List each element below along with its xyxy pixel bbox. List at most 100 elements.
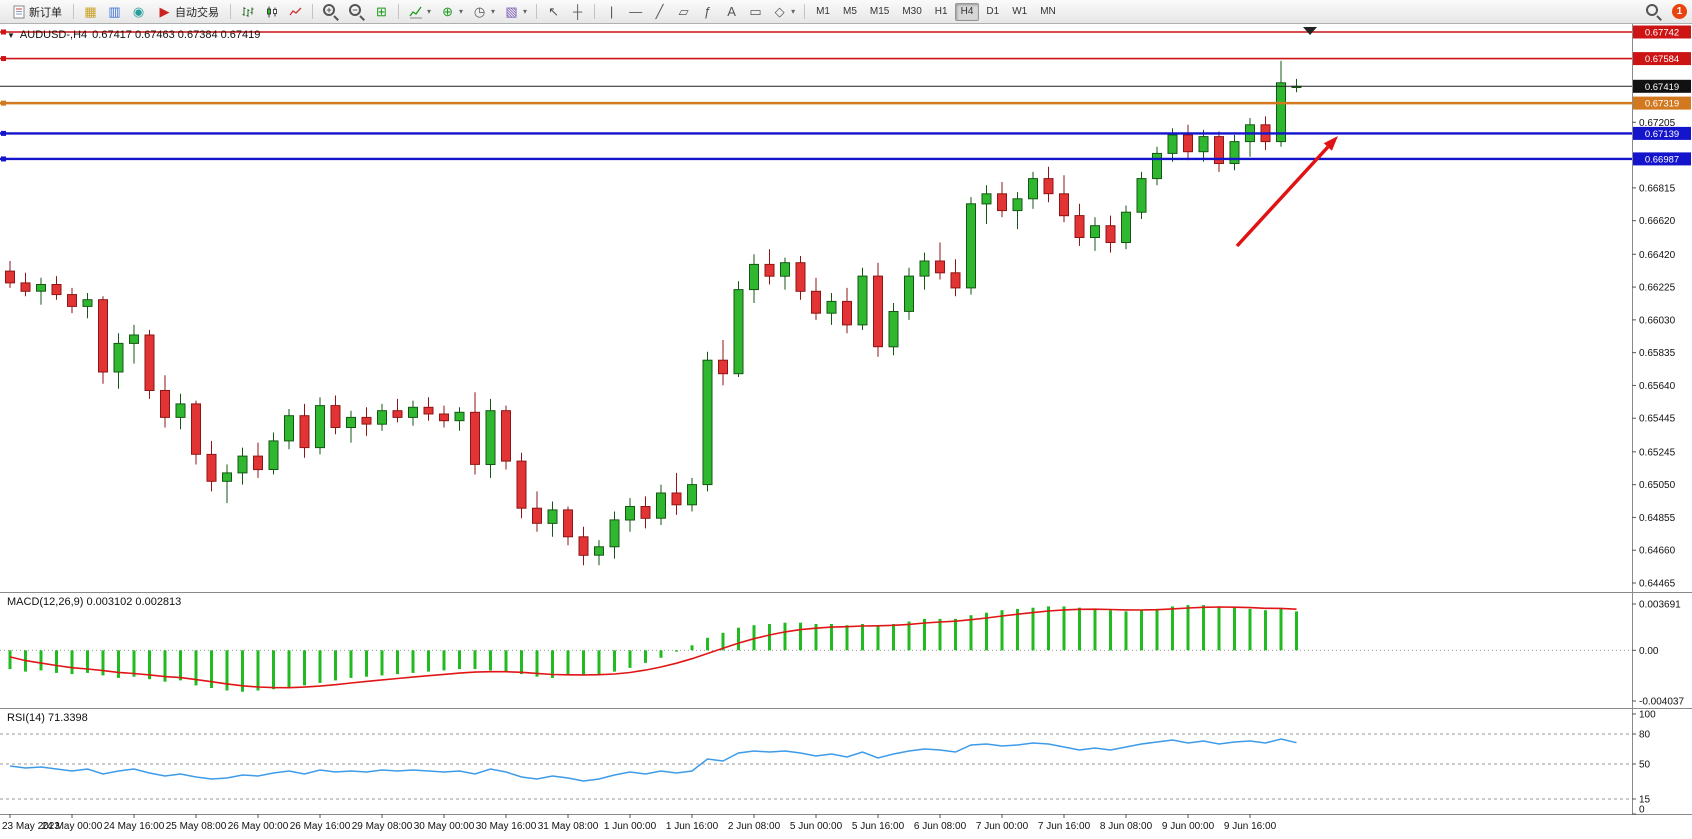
line-chart-button[interactable] [284, 2, 307, 22]
tile-windows-button[interactable]: ⊞ [370, 2, 393, 22]
vertical-line-button[interactable]: | [600, 2, 623, 22]
price-line-box [1633, 79, 1691, 93]
toolbar-separator [398, 4, 399, 19]
autotrade-icon: ▶ [159, 3, 170, 19]
rsi-axis-label: 80 [1639, 730, 1651, 741]
price-line-box [1633, 152, 1691, 166]
macd-histogram-bar [1093, 608, 1097, 651]
candle [1105, 225, 1116, 243]
template-icon: ▧ [505, 3, 518, 19]
chart-shift-marker[interactable] [1303, 27, 1317, 35]
timeframe-m30[interactable]: M30 [896, 3, 927, 21]
time-label: 1 Jun 00:00 [604, 821, 657, 832]
candle [594, 546, 604, 556]
toolbar-separator [594, 4, 596, 19]
text-label-button[interactable]: ▭ [744, 2, 767, 22]
macd-histogram-bar [287, 650, 291, 688]
new-order-button[interactable]: 新订单 [5, 2, 68, 22]
candle [1152, 152, 1162, 180]
text-button[interactable]: A [720, 2, 743, 22]
candle [439, 413, 449, 422]
candle [547, 509, 558, 524]
candle [1121, 211, 1131, 243]
fibonacci-icon: ƒ [703, 3, 712, 19]
macd-histogram-bar [473, 650, 477, 670]
rsi-axis-label: 0 [1639, 805, 1645, 816]
line-handle[interactable] [1, 100, 6, 106]
trendline-button[interactable]: ╱ [648, 2, 671, 22]
shapes-button[interactable]: ◇ ▾ [768, 2, 799, 22]
candlestick-chart-button[interactable] [260, 2, 283, 22]
clock-icon: ◷ [473, 3, 486, 19]
trendline-icon: ╱ [655, 3, 664, 19]
candle [237, 455, 248, 474]
timeframe-m1[interactable]: M1 [810, 3, 836, 21]
chart-wizard-button[interactable]: ▦ [79, 2, 102, 22]
bar-chart-button[interactable] [236, 2, 259, 22]
rsi-panel-area[interactable] [0, 708, 1632, 814]
line-chart-icon [288, 4, 303, 20]
time-label: 2 Jun 08:00 [728, 821, 781, 832]
candle [780, 262, 790, 277]
rsi-axis-label: 50 [1639, 760, 1651, 771]
candle [888, 311, 899, 348]
periods-button[interactable]: ◷ ▾ [468, 2, 499, 22]
chart-ohlc-values: 0.67417 0.67463 0.67384 0.67419 [92, 29, 261, 41]
fibonacci-button[interactable]: ƒ [696, 2, 719, 22]
candle [1198, 136, 1209, 153]
indicators-icon [408, 4, 423, 20]
macd-histogram-bar [551, 650, 554, 678]
timeframe-h1[interactable]: H1 [929, 3, 954, 21]
caret-down-icon: ▾ [491, 7, 496, 16]
price-tick-label: 0.65835 [1639, 348, 1676, 359]
notification-badge[interactable]: 1 [1672, 4, 1687, 19]
macd-histogram-bar [721, 632, 725, 651]
chart-canvas[interactable]: 0.67205 0.66815 0.66620 0.66420 0.66225 0.660… [0, 24, 1692, 839]
timeframe-m5[interactable]: M5 [837, 3, 863, 21]
autotrade-button[interactable]: ▶ 自动交易 [151, 2, 225, 22]
macd-histogram-bar [225, 650, 229, 691]
macd-histogram-bar [690, 645, 694, 651]
candle [563, 509, 573, 538]
price-line-box-label: 0.67139 [1645, 129, 1679, 140]
time-label: 30 May 00:00 [414, 821, 475, 832]
crosshair-button[interactable]: ┼ [566, 2, 589, 22]
timeframe-d1[interactable]: D1 [980, 3, 1005, 21]
templates-button[interactable]: ▧ ▾ [500, 2, 531, 22]
macd-histogram-bar [1233, 607, 1236, 651]
channel-button[interactable]: ▱ [672, 2, 695, 22]
indicators-button[interactable]: ▾ [404, 2, 435, 22]
line-handle[interactable] [1, 130, 6, 136]
annotation-arrow-line[interactable] [1235, 145, 1330, 248]
zoom-out-button[interactable]: − [344, 2, 369, 22]
macd-histogram-bar [55, 650, 58, 673]
timeframe-h4[interactable]: H4 [954, 2, 980, 21]
candle [749, 263, 759, 291]
line-handle[interactable] [1, 56, 6, 62]
macd-histogram-bar [628, 650, 632, 668]
annotation-arrow-head[interactable] [1323, 136, 1338, 151]
data-window-button[interactable]: ◉ [127, 2, 150, 22]
candle [997, 193, 1007, 212]
timeframe-w1[interactable]: W1 [1006, 3, 1033, 21]
vertical-line-icon: | [609, 3, 614, 19]
price-tick-label: 0.65640 [1639, 381, 1676, 392]
candle [578, 536, 589, 556]
candle [392, 410, 403, 418]
timeframe-m15[interactable]: M15 [864, 3, 895, 21]
timeframe-mn[interactable]: MN [1034, 3, 1062, 21]
price-tick-label: 0.67205 [1639, 118, 1676, 129]
autotrade-label: 自动交易 [175, 6, 219, 19]
cursor-button[interactable]: ↖ [542, 2, 565, 22]
macd-histogram-bar [814, 624, 818, 651]
line-handle[interactable] [1, 156, 6, 162]
line-handle[interactable] [1, 29, 6, 35]
horizontal-line-button[interactable]: ― [624, 2, 647, 22]
toolbar-separator [312, 4, 313, 19]
candle [702, 359, 713, 486]
profiles-button[interactable]: ▥ [103, 2, 126, 22]
candle [904, 275, 914, 312]
add-indicator-button[interactable]: ⊕ ▾ [436, 2, 467, 22]
search-button[interactable] [1641, 2, 1666, 22]
zoom-in-button[interactable]: + [318, 2, 343, 22]
